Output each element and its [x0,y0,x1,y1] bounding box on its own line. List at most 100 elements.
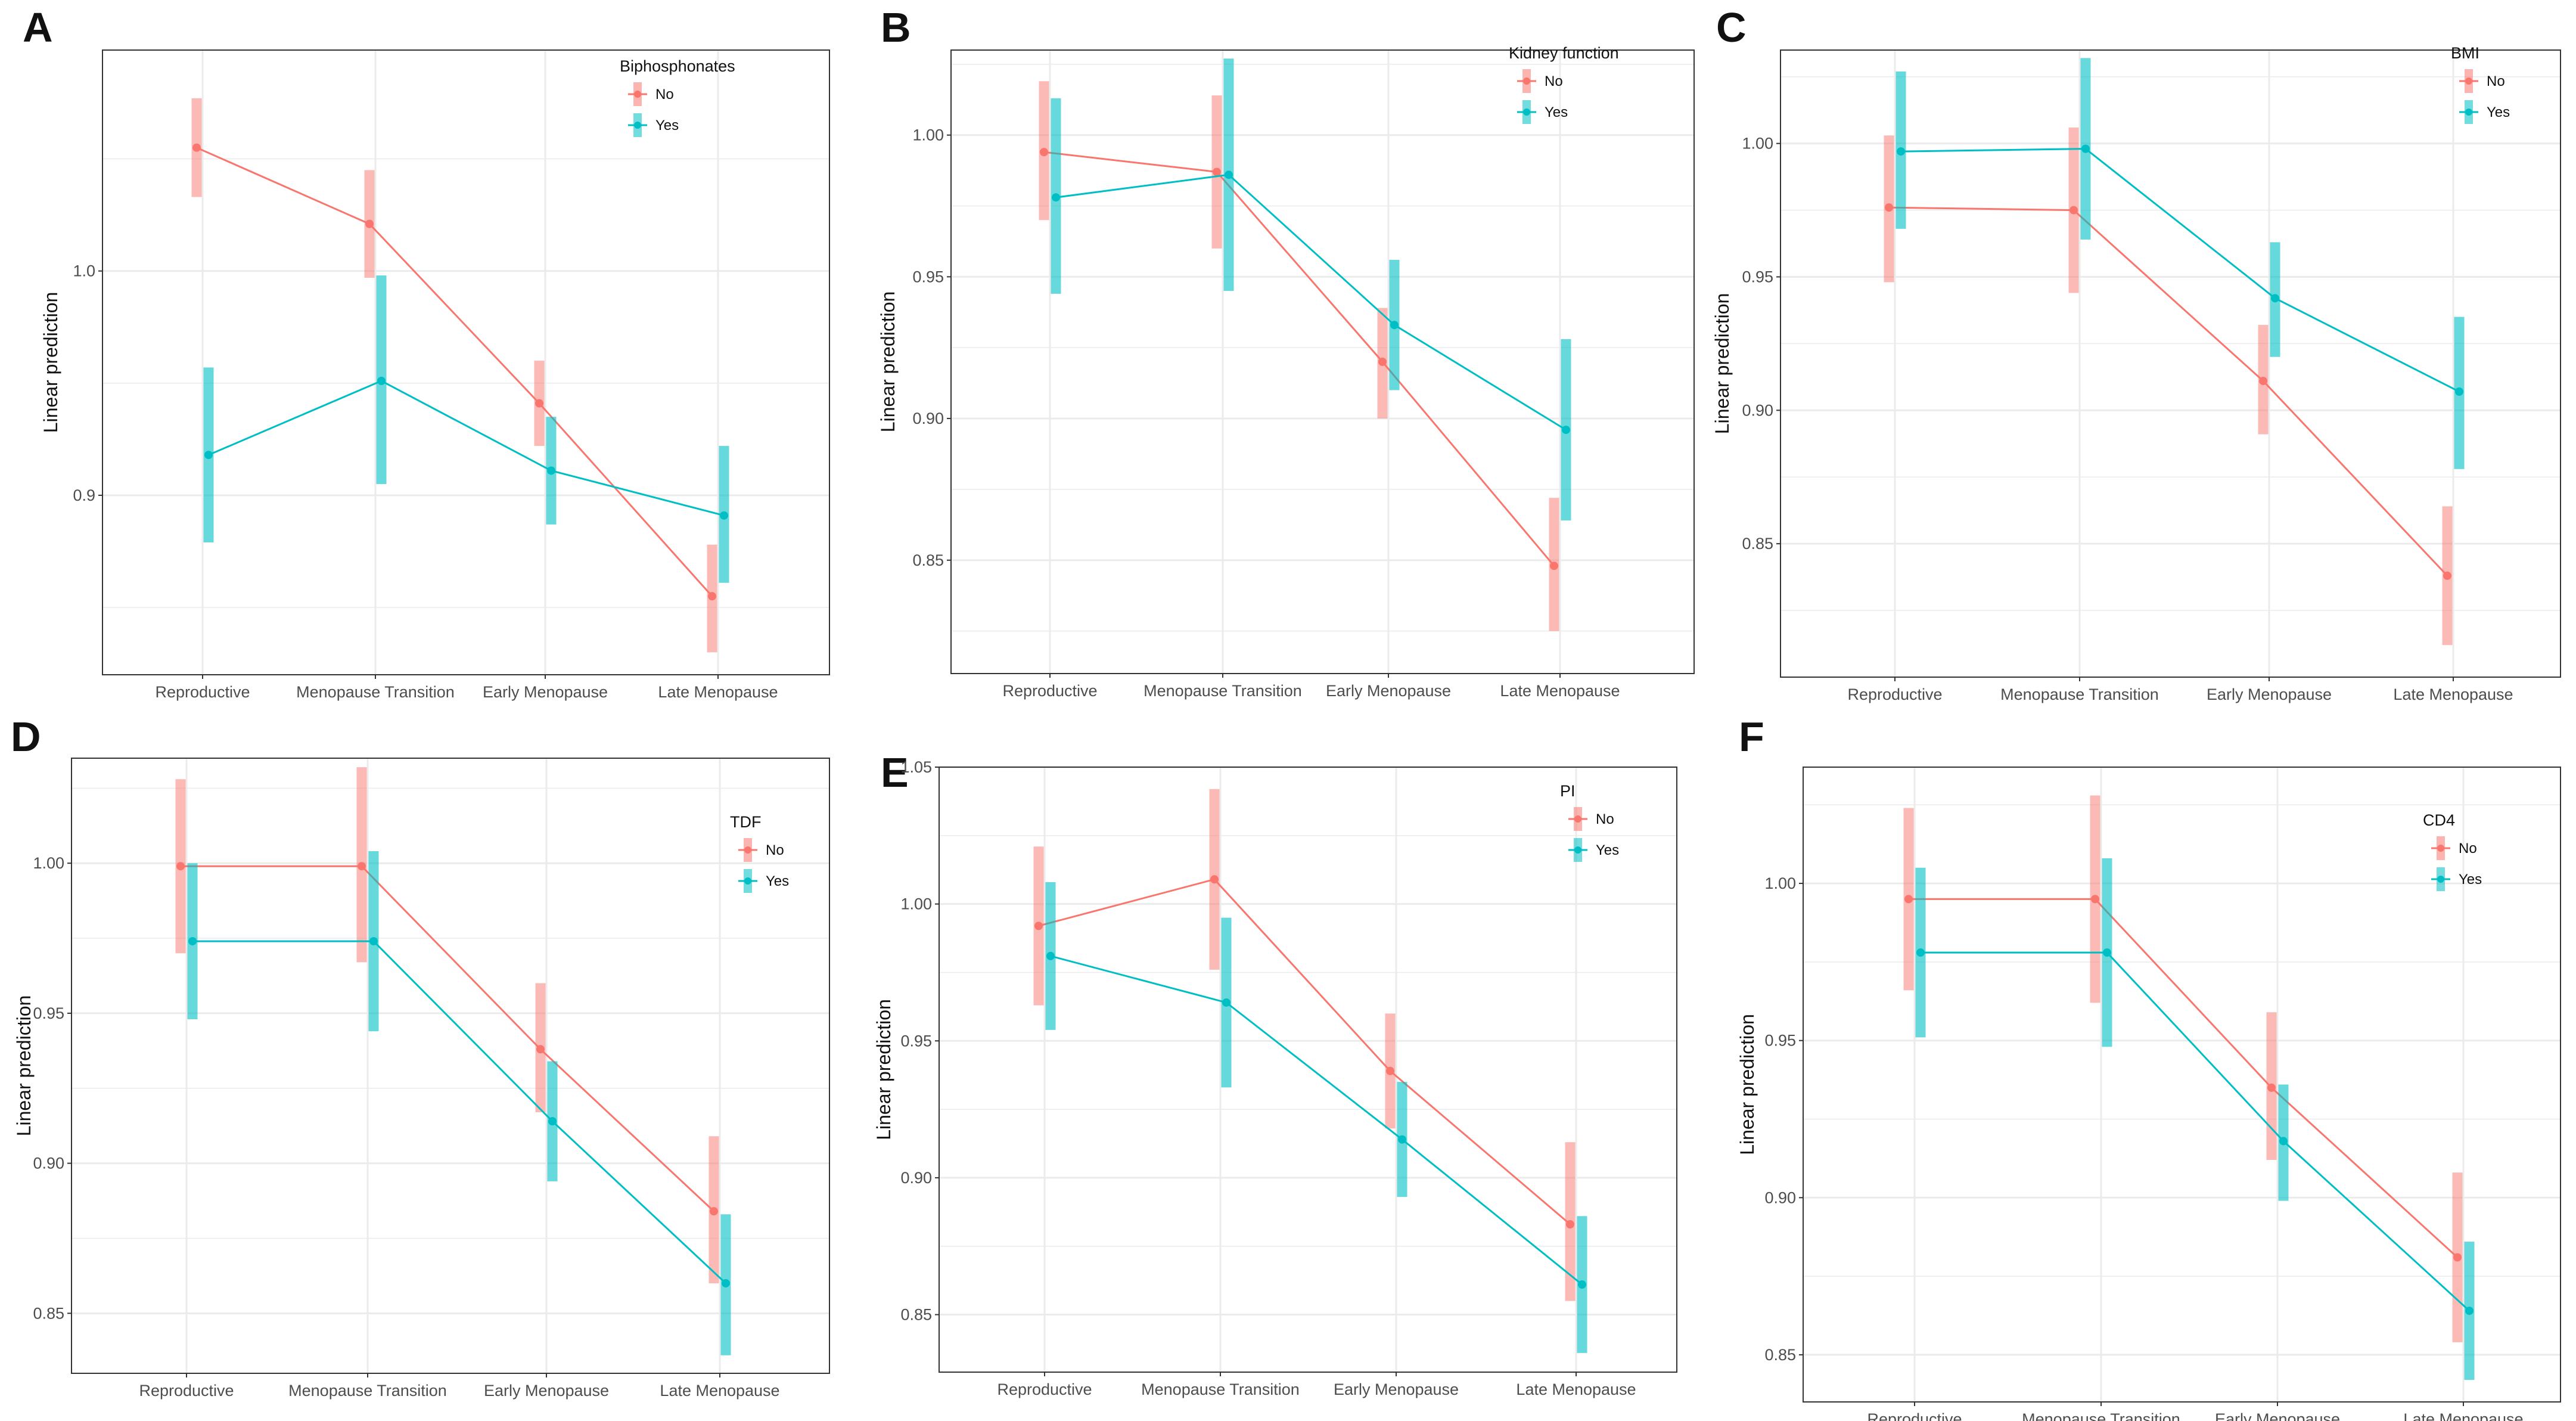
y-tick-label: 1.05 [900,758,932,776]
x-tick-label: Reproductive [1002,682,1097,700]
series-no [1033,789,1576,1301]
y-tick-label: 0.95 [912,268,944,286]
legend-key-point [2437,876,2444,883]
panel-letter: F [1739,713,1764,760]
data-point [547,466,555,475]
data-point [1040,148,1048,157]
chart-panel-b: B 0.85 0.90 0.95 1.00 Reproductive Menopause T… [877,4,1695,700]
series-yes [1051,58,1571,521]
legend-title: BMI [2451,44,2479,62]
legend: Kidney function No Yes [1509,44,1619,124]
legend-label: No [1545,73,1563,89]
legend-key-point [744,846,751,854]
data-point [377,377,386,386]
y-tick-label: 0.85 [1742,535,1773,553]
y-tick-label: 1.00 [1742,135,1773,153]
series-yes [203,275,729,583]
y-axis-label: Linear prediction [13,995,35,1137]
series-no [1884,127,2453,646]
data-point [1386,1066,1394,1075]
data-point [1390,321,1399,330]
series-yes [1045,882,1587,1353]
series-line [196,147,713,597]
data-point [1213,167,1221,176]
data-point [188,937,197,946]
data-point [722,1279,730,1287]
data-point [708,592,716,601]
panel-letter: D [11,713,41,760]
data-point [710,1207,718,1216]
y-tick-label: 0.90 [1764,1189,1796,1206]
data-point [1398,1135,1406,1144]
data-point [2453,1253,2462,1262]
series-line [1038,878,1571,1225]
series-no [1903,795,2463,1342]
legend-label: No [655,86,674,103]
x-tick-label: Menopause Transition [288,1382,447,1400]
data-point [1578,1280,1586,1289]
legend-title: TDF [730,813,761,831]
data-point [2091,895,2099,904]
series-no [191,98,717,653]
chart-panel-c: C 0.85 0.90 0.95 1.00 Reproductive Menopause T… [1711,4,2561,703]
data-point [536,1045,545,1054]
y-tick-label: 0.90 [1742,401,1773,419]
data-point [1210,875,1219,884]
legend-label: Yes [1545,104,1568,120]
x-tick-label: Reproductive [1847,685,1942,703]
x-tick-label: Late Menopause [1500,682,1620,700]
series-line [1050,955,1583,1286]
y-tick-label: 0.85 [1764,1346,1796,1364]
series-yes [187,851,731,1355]
series-no [175,767,719,1283]
x-tick-label: Menopause Transition [1141,1380,1300,1398]
panel-letter: A [23,4,53,51]
data-point [1034,922,1043,930]
panel-border [1803,767,2561,1403]
legend-key-point [1523,108,1530,116]
series-no [1039,81,1559,631]
y-axis-label: Linear prediction [40,292,61,433]
x-tick-label: Early Menopause [484,1382,609,1400]
series-line [1055,173,1567,431]
data-point [192,143,201,152]
chart-panel-d: D 0.85 0.90 0.95 1.00 Reproductive Menopause T… [11,713,830,1400]
data-point [1052,193,1060,202]
legend-key-point [2465,77,2472,85]
y-tick-label: 0.95 [33,1004,64,1022]
data-point [2271,294,2279,303]
series-yes [1896,58,2465,469]
data-point [1378,358,1387,366]
legend-label: No [766,842,784,858]
data-point [369,937,378,946]
data-point [2465,1307,2474,1315]
data-point [2267,1083,2276,1092]
data-point [2081,144,2090,153]
y-axis-label: Linear prediction [873,999,894,1140]
data-point [2259,377,2267,386]
x-tick-label: Late Menopause [2403,1410,2523,1421]
x-tick-label: Early Menopause [1334,1380,1459,1398]
x-tick-label: Late Menopause [658,683,778,701]
series-line [1921,951,2471,1312]
series-line [192,940,727,1285]
data-point [720,511,728,520]
data-point [365,219,374,228]
y-tick-label: 0.85 [33,1304,64,1322]
y-tick-label: 0.85 [912,551,944,569]
legend-key-point [634,122,641,129]
data-point [176,862,185,871]
x-tick-label: Early Menopause [1326,682,1451,700]
x-tick-label: Reproductive [997,1380,1092,1398]
y-tick-label: 1.00 [900,895,932,913]
y-tick-label: 0.90 [912,409,944,427]
data-point [1904,895,1913,904]
x-tick-label: Early Menopause [483,683,608,701]
legend: TDF No Yes [730,813,789,893]
legend-key-point [1574,846,1581,854]
x-tick-label: Early Menopause [2215,1410,2340,1421]
y-tick-label: 1.0 [73,262,95,280]
data-point [2279,1137,2288,1146]
panel-letter: C [1716,4,1747,51]
